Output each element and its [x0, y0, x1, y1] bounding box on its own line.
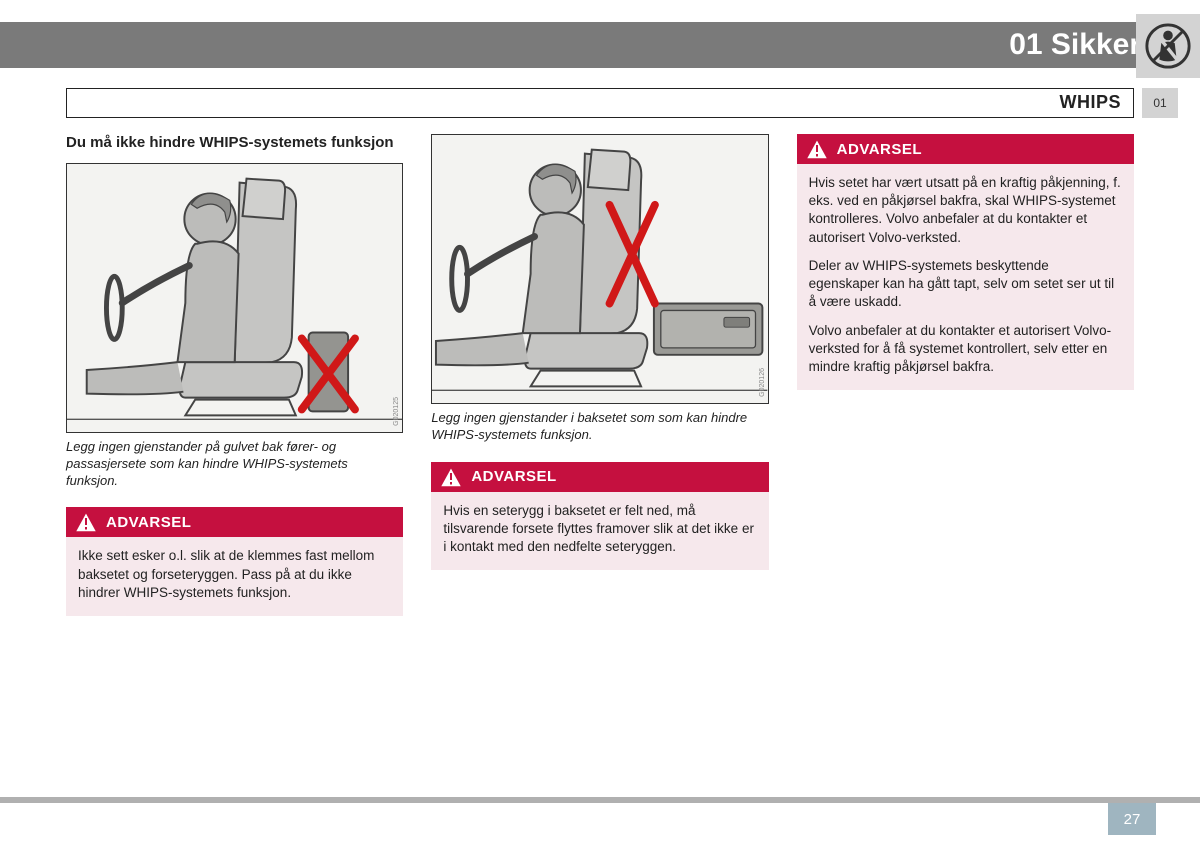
seatbelt-prohibit-icon — [1144, 22, 1192, 70]
section-frame: WHIPS — [66, 88, 1134, 118]
warning-text-3b: Deler av WHIPS-systemets beskyttende ege… — [809, 257, 1122, 312]
chapter-icon-box — [1136, 14, 1200, 78]
warning-text-1: Ikke sett esker o.l. slik at de klemmes … — [78, 547, 391, 602]
warning-text-3a: Hvis setet har vært utsatt på en kraftig… — [809, 174, 1122, 247]
warning-header-2: ADVARSEL — [431, 462, 768, 492]
footer-bar — [0, 797, 1200, 803]
warning-triangle-icon — [805, 138, 829, 160]
column-3: ADVARSEL Hvis setet har vært utsatt på e… — [797, 134, 1134, 616]
warning-box-2: ADVARSEL Hvis en seterygg i baksetet er … — [431, 462, 768, 571]
page-number: 27 — [1124, 811, 1141, 828]
side-tab-label: 01 — [1153, 96, 1166, 110]
warning-label-2: ADVARSEL — [471, 468, 556, 485]
figure-1-caption: Legg ingen gjenstander på gulvet bak før… — [66, 439, 403, 490]
warning-header-3: ADVARSEL — [797, 134, 1134, 164]
warning-box-3: ADVARSEL Hvis setet har vært utsatt på e… — [797, 134, 1134, 390]
figure-1-id: G020125 — [393, 397, 400, 426]
col1-heading: Du må ikke hindre WHIPS-systemets funksj… — [66, 134, 403, 153]
warning-text-2: Hvis en seterygg i baksetet er felt ned,… — [443, 502, 756, 557]
side-tab: 01 — [1142, 88, 1178, 118]
warning-box-1: ADVARSEL Ikke sett esker o.l. slik at de… — [66, 507, 403, 616]
figure-2: G020126 — [431, 134, 768, 404]
column-1: Du må ikke hindre WHIPS-systemets funksj… — [66, 134, 403, 616]
warning-label-3: ADVARSEL — [837, 141, 922, 158]
content-area: Du må ikke hindre WHIPS-systemets funksj… — [66, 134, 1134, 616]
figure-2-id: G020126 — [759, 368, 766, 397]
page-number-box: 27 — [1108, 803, 1156, 835]
warning-text-3c: Volvo anbefaler at du kontakter et autor… — [809, 322, 1122, 377]
section-title: WHIPS — [1059, 92, 1121, 113]
warning-triangle-icon — [74, 511, 98, 533]
figure-2-caption: Legg ingen gjenstander i baksetet som so… — [431, 410, 768, 444]
warning-triangle-icon — [439, 466, 463, 488]
header-bar: 01 Sikkerhet — [0, 22, 1200, 68]
warning-body-2: Hvis en seterygg i baksetet er felt ned,… — [431, 492, 768, 571]
warning-body-1: Ikke sett esker o.l. slik at de klemmes … — [66, 537, 403, 616]
warning-label-1: ADVARSEL — [106, 514, 191, 531]
warning-body-3: Hvis setet har vært utsatt på en kraftig… — [797, 164, 1134, 390]
warning-header-1: ADVARSEL — [66, 507, 403, 537]
column-2: G020126 Legg ingen gjenstander i baksete… — [431, 134, 768, 616]
figure-1: G020125 — [66, 163, 403, 433]
